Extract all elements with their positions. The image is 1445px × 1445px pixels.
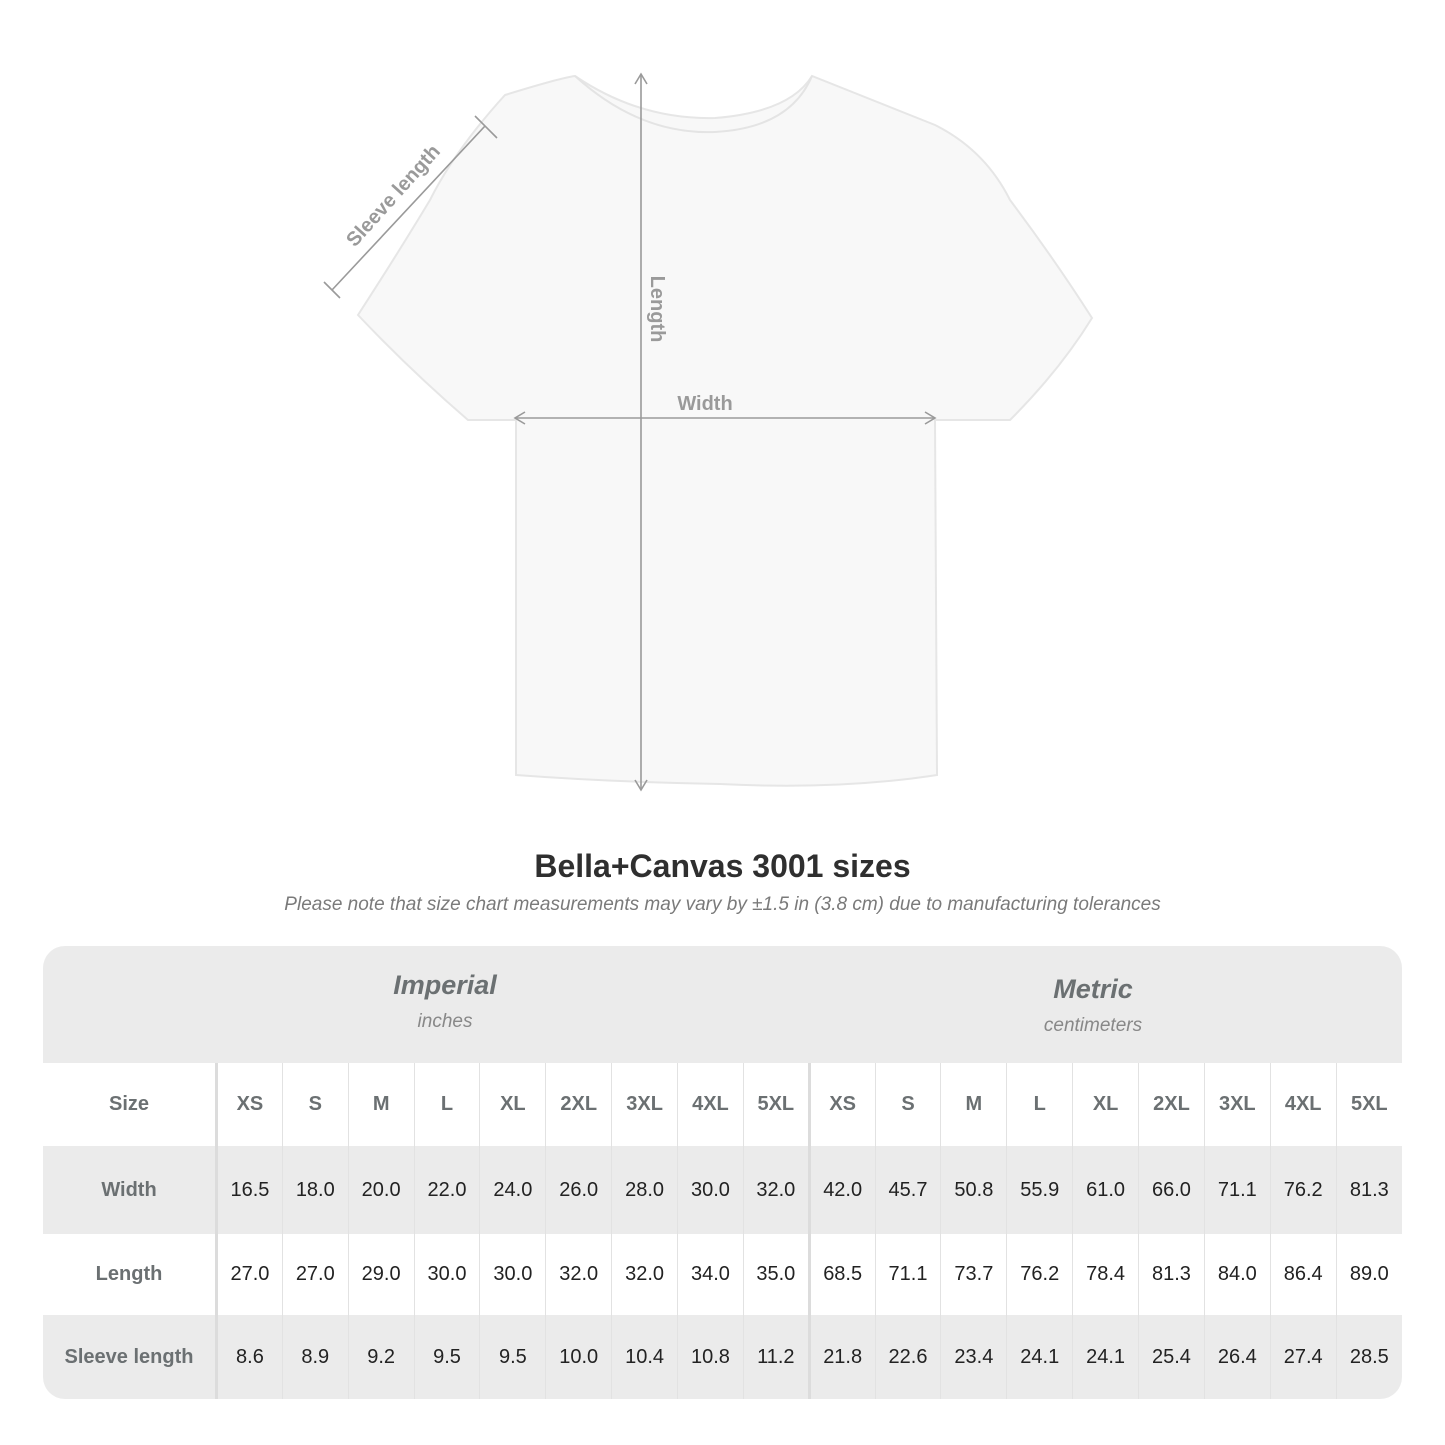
table-row: Length 27.0 27.0 29.0 30.0 30.0 32.0 32.0 34.0 35…: [43, 1234, 1402, 1315]
imperial-value: 8.9: [281, 1315, 349, 1399]
imperial-value: 9.5: [413, 1315, 480, 1399]
metric-value: 24.1: [1072, 1315, 1139, 1399]
metric-value: 21.8: [808, 1315, 876, 1399]
size-chart: Imperial inches Metric centimeters Size X…: [43, 946, 1402, 1399]
metric-value: 86.4: [1269, 1234, 1337, 1315]
width-label: Width: [677, 393, 732, 415]
imperial-value: 20.0: [347, 1146, 415, 1234]
metric-value: 68.5: [808, 1234, 876, 1315]
metric-value: 26.4: [1203, 1315, 1271, 1399]
metric-value: 25.4: [1138, 1315, 1205, 1399]
size-imperial-header: XS: [216, 1063, 283, 1146]
table-row: Width 16.5 18.0 20.0 22.0 24.0 26.0 28.0 30.0 32.…: [43, 1146, 1402, 1234]
imperial-unit: inches: [417, 1011, 473, 1032]
size-imperial-header: L: [413, 1063, 480, 1146]
size-imperial-header: M: [347, 1063, 415, 1146]
metric-value: 76.2: [1269, 1146, 1337, 1234]
size-metric-header: 4XL: [1269, 1063, 1337, 1146]
metric-value: 84.0: [1203, 1234, 1271, 1315]
metric-value: 81.3: [1138, 1234, 1205, 1315]
size-imperial-header: 2XL: [545, 1063, 612, 1146]
metric-value: 66.0: [1138, 1146, 1205, 1234]
metric-header: Metric centimeters: [893, 974, 1293, 1037]
size-metric-header: XS: [808, 1063, 876, 1146]
metric-value: 81.3: [1335, 1146, 1402, 1234]
imperial-value: 35.0: [742, 1234, 811, 1315]
size-imperial-header: XL: [479, 1063, 546, 1146]
size-metric-header: L: [1006, 1063, 1073, 1146]
size-imperial-header: S: [281, 1063, 349, 1146]
units-header: [43, 946, 1402, 1063]
imperial-value: 30.0: [677, 1146, 744, 1234]
imperial-value: 28.0: [611, 1146, 678, 1234]
metric-value: 23.4: [940, 1315, 1007, 1399]
imperial-title: Imperial: [393, 970, 497, 1000]
imperial-value: 30.0: [479, 1234, 546, 1315]
metric-value: 45.7: [874, 1146, 941, 1234]
row-label: Length: [43, 1234, 218, 1315]
size-metric-header: S: [874, 1063, 941, 1146]
imperial-value: 10.8: [677, 1315, 744, 1399]
metric-value: 22.6: [874, 1315, 941, 1399]
size-metric-header: 5XL: [1335, 1063, 1402, 1146]
imperial-value: 10.0: [545, 1315, 612, 1399]
collar: [574, 75, 813, 134]
row-label: Sleeve length: [43, 1315, 218, 1399]
imperial-value: 16.5: [216, 1146, 283, 1234]
metric-value: 71.1: [1203, 1146, 1271, 1234]
tolerance-note: Please note that size chart measurements…: [284, 894, 1161, 915]
imperial-value: 8.6: [216, 1315, 283, 1399]
imperial-value: 29.0: [347, 1234, 415, 1315]
metric-value: 73.7: [940, 1234, 1007, 1315]
size-header-row: Size XS S M L XL 2XL 3XL 4XL 5XL XS S M L XL 2XL 3XL 4XL 5…: [43, 1063, 1402, 1146]
metric-unit: centimeters: [1043, 1015, 1143, 1036]
imperial-value: 18.0: [281, 1146, 349, 1234]
metric-value: 55.9: [1006, 1146, 1073, 1234]
imperial-value: 32.0: [611, 1234, 678, 1315]
sleeve-line: [331, 125, 486, 291]
imperial-value: 9.5: [479, 1315, 546, 1399]
imperial-value: 32.0: [742, 1146, 811, 1234]
imperial-value: 27.0: [281, 1234, 349, 1315]
metric-value: 61.0: [1072, 1146, 1139, 1234]
page-title: Bella+Canvas 3001 sizes: [534, 848, 911, 884]
metric-value: 78.4: [1072, 1234, 1139, 1315]
size-metric-header: XL: [1072, 1063, 1139, 1146]
tshirt-diagram: Width Length Sleeve length: [323, 72, 1094, 792]
size-label: Size: [43, 1063, 218, 1146]
imperial-value: 9.2: [347, 1315, 415, 1399]
metric-title: Metric: [1053, 974, 1133, 1004]
row-label: Width: [43, 1146, 218, 1234]
size-imperial-header: 5XL: [742, 1063, 811, 1146]
metric-value: 42.0: [808, 1146, 876, 1234]
imperial-header: Imperial inches: [245, 970, 645, 1033]
metric-value: 89.0: [1335, 1234, 1402, 1315]
imperial-value: 30.0: [413, 1234, 480, 1315]
imperial-value: 24.0: [479, 1146, 546, 1234]
size-table: Size XS S M L XL 2XL 3XL 4XL 5XL XS S M L XL 2XL 3XL 4XL 5…: [43, 1063, 1402, 1399]
length-label: Length: [646, 276, 668, 343]
measure-lines: [323, 72, 937, 792]
metric-value: 24.1: [1006, 1315, 1073, 1399]
metric-value: 28.5: [1335, 1315, 1402, 1399]
size-metric-header: 3XL: [1203, 1063, 1271, 1146]
imperial-value: 22.0: [413, 1146, 480, 1234]
imperial-value: 26.0: [545, 1146, 612, 1234]
imperial-value: 11.2: [742, 1315, 811, 1399]
size-imperial-header: 4XL: [677, 1063, 744, 1146]
metric-value: 27.4: [1269, 1315, 1337, 1399]
imperial-value: 32.0: [545, 1234, 612, 1315]
size-metric-header: 2XL: [1138, 1063, 1205, 1146]
metric-value: 76.2: [1006, 1234, 1073, 1315]
size-metric-header: M: [940, 1063, 1007, 1146]
tshirt-shape: [356, 74, 1094, 787]
metric-value: 71.1: [874, 1234, 941, 1315]
imperial-value: 34.0: [677, 1234, 744, 1315]
size-imperial-header: 3XL: [611, 1063, 678, 1146]
table-row: Sleeve length 8.6 8.9 9.2 9.5 9.5 10.0 10.4 10.8…: [43, 1315, 1402, 1399]
imperial-value: 27.0: [216, 1234, 283, 1315]
imperial-value: 10.4: [611, 1315, 678, 1399]
metric-value: 50.8: [940, 1146, 1007, 1234]
